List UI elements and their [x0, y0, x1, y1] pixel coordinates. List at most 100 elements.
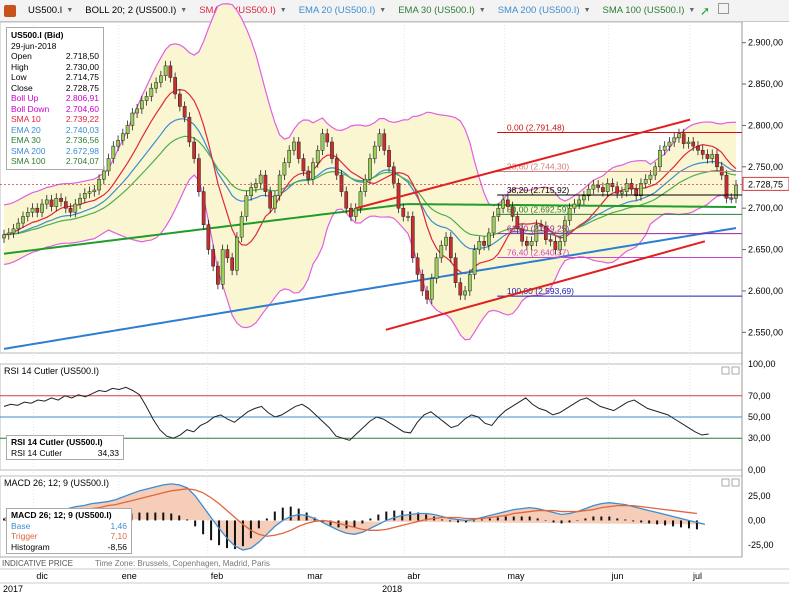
macd-histogram-bar — [528, 516, 531, 521]
info-row-value: 2.728,75 — [65, 82, 99, 93]
candle-body — [529, 241, 534, 246]
macd-panel-title: MACD 26; 12; 9 (US500.I) — [4, 478, 109, 488]
macd-histogram-bar — [170, 513, 173, 521]
rsi-value: 34,33 — [97, 447, 119, 458]
macd-histogram-bar — [560, 520, 563, 524]
candle-body — [168, 65, 173, 78]
fibonacci-label: 76,40 (2.640,37) — [507, 248, 570, 258]
candle-body — [491, 216, 496, 234]
toolbar-item-instrument[interactable]: US500.I ▼ — [28, 5, 73, 16]
candle-body — [544, 226, 548, 240]
candle-body — [277, 174, 282, 197]
info-row-value: 2.739,22 — [65, 114, 99, 124]
macd-histogram-bar — [226, 520, 229, 549]
info-row-label: SMA 100 — [11, 156, 46, 166]
macd-histogram-bar — [345, 520, 348, 529]
info-row-label: EMA 30 — [11, 135, 41, 145]
macd-histogram-bar — [241, 520, 244, 547]
rsi-label: RSI 14 Cutler — [11, 447, 63, 458]
candle-body — [353, 207, 358, 217]
toolbar-item-ema30[interactable]: EMA 30 (US500.I) ▼ — [398, 5, 486, 16]
macd-trigger-line — [3, 488, 698, 537]
info-row-label: Boll Up — [11, 93, 39, 103]
maximize-icon[interactable] — [718, 3, 729, 14]
toolbar-label: BOLL 20; 2 (US500.I) — [85, 5, 177, 16]
candle-body — [44, 199, 49, 205]
candle-body — [377, 133, 382, 147]
candle-body — [729, 198, 734, 200]
candle-body — [40, 203, 44, 213]
toolbar-item-boll[interactable]: BOLL 20; 2 (US500.I) ▼ — [85, 5, 187, 16]
macd-histogram-bar — [568, 520, 571, 523]
candle-body — [691, 141, 696, 147]
candle-body — [548, 239, 553, 242]
ohlc-info-panel: US500.I (Bid) 29-jun-2018 Open 2.718,50 Hi… — [6, 27, 104, 170]
macd-histogram-bar — [592, 516, 595, 521]
candle-body — [225, 249, 230, 259]
macd-tick-label: 25,00 — [748, 491, 771, 501]
info-row: SMA 200 2.672,98 — [11, 146, 99, 157]
info-row-value: 2.672,98 — [65, 145, 99, 156]
macd-info-panel: MACD 26; 12; 9 (US500.I) Base 1,46 Trigger… — [6, 508, 132, 554]
candle-body — [558, 241, 562, 250]
source-label: INDICATIVE PRICE — [2, 559, 73, 568]
candle-body — [268, 191, 273, 209]
candle-body — [667, 141, 672, 147]
macd-histogram-bar — [488, 518, 491, 521]
toolbar-label: EMA 30 (US500.I) — [398, 5, 475, 16]
candle-body — [187, 116, 192, 143]
macd-row: Base 1,46 — [11, 521, 127, 532]
candle-body — [439, 245, 444, 259]
candle-body — [311, 162, 315, 180]
candle-body — [591, 184, 596, 190]
candle-body — [344, 191, 349, 209]
candle-body — [49, 199, 54, 207]
candle-body — [149, 87, 154, 97]
candle-body — [130, 112, 135, 126]
sma200-line — [3, 227, 737, 350]
info-row: EMA 30 2.736,56 — [11, 135, 99, 146]
candle-body — [116, 140, 120, 147]
macd-histogram-bar — [377, 514, 380, 521]
macd-histogram-bar — [664, 520, 667, 526]
info-row-value: 2.740,03 — [65, 124, 99, 135]
info-row-label: SMA 10 — [11, 114, 41, 124]
macd-histogram-bar — [218, 520, 221, 546]
macd-histogram-bar — [249, 520, 252, 539]
price-tick-label: 2.650,00 — [748, 245, 783, 255]
macd-histogram-bar — [687, 520, 690, 529]
candle-body — [534, 224, 539, 242]
macd-histogram-bar — [608, 516, 611, 521]
instrument-icon[interactable] — [4, 4, 16, 17]
trend-arrow-icon[interactable]: ➚ — [700, 4, 711, 18]
candle-body — [349, 207, 353, 217]
candle-body — [648, 174, 653, 180]
rsi-tick-label: 70,00 — [748, 391, 771, 401]
info-row-label: SMA 200 — [11, 145, 46, 156]
macd-histogram-bar — [640, 520, 643, 523]
info-row-label: Boll Down — [11, 103, 50, 114]
candle-body — [605, 183, 610, 192]
toolbar-item-sma100[interactable]: SMA 100 (US500.I) ▼ — [603, 5, 696, 16]
candle-body — [6, 232, 11, 235]
month-label: feb — [211, 571, 224, 581]
candle-body — [325, 133, 330, 143]
year-label: 2018 — [382, 584, 402, 594]
macd-histogram-bar — [273, 511, 276, 521]
candle-body — [463, 290, 467, 296]
macd-histogram-bar — [154, 512, 157, 521]
candle-body — [391, 166, 396, 184]
candle-body — [615, 186, 620, 194]
macd-histogram-bar — [544, 520, 547, 521]
macd-info-title: MACD 26; 12; 9 (US500.I) — [11, 510, 112, 520]
candle-body — [292, 141, 296, 151]
candle-body — [525, 241, 529, 246]
candle-body — [634, 188, 639, 197]
info-row-label: Close — [11, 82, 33, 93]
info-row: Boll Up 2.806,91 — [11, 93, 99, 104]
toolbar-item-sma200[interactable]: SMA 200 (US500.I) ▼ — [498, 5, 591, 16]
rsi-tick-label: 50,00 — [748, 412, 771, 422]
chevron-down-icon: ▼ — [379, 7, 387, 14]
toolbar-item-ema20[interactable]: EMA 20 (US500.I) ▼ — [299, 5, 387, 16]
candle-body — [120, 133, 125, 141]
